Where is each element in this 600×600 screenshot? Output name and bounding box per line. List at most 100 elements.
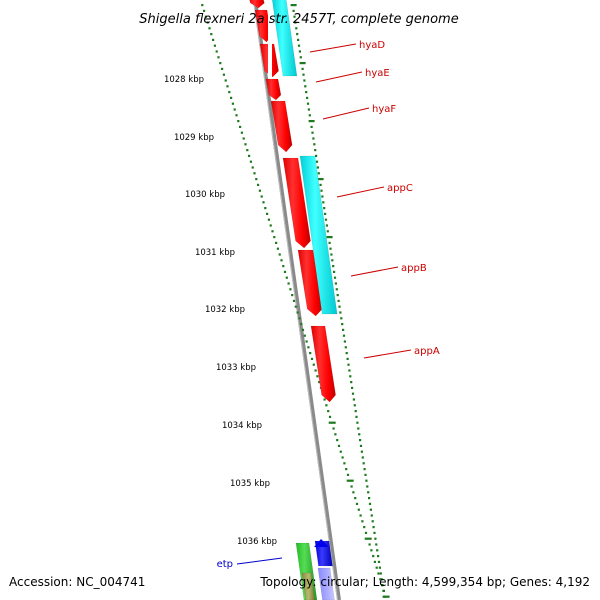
minor-tick bbox=[366, 485, 369, 488]
minor-tick bbox=[337, 444, 341, 447]
minor-tick bbox=[314, 149, 317, 152]
leader-line bbox=[309, 43, 357, 53]
minor-tick bbox=[354, 410, 357, 413]
minor-tick bbox=[341, 456, 344, 459]
minor-tick bbox=[309, 352, 312, 355]
gene-label-hyae: hyaE bbox=[365, 68, 390, 79]
minor-tick bbox=[242, 137, 245, 140]
minor-tick bbox=[208, 27, 211, 30]
minor-tick bbox=[239, 125, 242, 128]
minor-tick bbox=[357, 508, 360, 511]
minor-tick bbox=[317, 172, 320, 175]
minor-tick bbox=[295, 27, 298, 30]
minor-tick bbox=[293, 15, 296, 18]
leader-line bbox=[350, 266, 399, 277]
minor-tick bbox=[260, 195, 263, 198]
minor-tick bbox=[316, 375, 319, 378]
minor-tick bbox=[304, 85, 307, 88]
minor-tick bbox=[282, 265, 285, 268]
scale-label: 1036 kbp bbox=[237, 537, 277, 547]
minor-tick bbox=[201, 4, 204, 7]
minor-tick bbox=[319, 183, 322, 186]
minor-tick bbox=[344, 346, 347, 349]
minor-tick bbox=[333, 276, 337, 279]
minor-tick bbox=[335, 288, 338, 291]
minor-tick bbox=[348, 369, 351, 372]
minor-tick bbox=[353, 404, 356, 407]
minor-tick bbox=[355, 502, 359, 505]
minor-tick bbox=[221, 67, 224, 70]
minor-tick bbox=[331, 259, 334, 262]
minor-tick bbox=[204, 15, 207, 18]
minor-tick bbox=[359, 514, 362, 517]
minor-tick bbox=[368, 543, 371, 546]
minor-tick bbox=[228, 91, 231, 94]
minor-tick bbox=[231, 102, 234, 105]
minor-tick bbox=[314, 369, 317, 372]
minor-tick bbox=[370, 549, 373, 552]
minor-tick bbox=[362, 462, 365, 465]
minor-tick bbox=[367, 491, 370, 494]
minor-tick bbox=[315, 160, 319, 163]
minor-tick bbox=[323, 207, 326, 210]
minor-tick bbox=[318, 381, 321, 384]
map-title: Shigella flexneri 2a str. 2457T, complet… bbox=[139, 12, 458, 27]
genome-backbone bbox=[253, 0, 341, 600]
minor-tick bbox=[337, 299, 340, 302]
minor-tick bbox=[355, 415, 358, 418]
minor-tick bbox=[347, 363, 350, 366]
minor-tick bbox=[379, 578, 382, 581]
minor-tick bbox=[329, 247, 332, 250]
minor-tick bbox=[361, 520, 364, 523]
minor-tick bbox=[376, 549, 379, 552]
minor-tick bbox=[332, 265, 335, 268]
minor-tick bbox=[306, 96, 309, 99]
minor-tick bbox=[325, 224, 328, 227]
minor-tick bbox=[302, 73, 305, 76]
minor-tick bbox=[332, 427, 335, 430]
minor-tick bbox=[294, 305, 297, 308]
gene-arrow-red bbox=[282, 157, 311, 249]
minor-tick bbox=[352, 398, 355, 401]
minor-tick bbox=[377, 572, 380, 575]
minor-tick bbox=[346, 357, 349, 360]
minor-tick bbox=[321, 195, 324, 198]
minor-tick bbox=[352, 491, 355, 494]
minor-tick bbox=[266, 212, 269, 215]
lane-gap bbox=[268, 0, 272, 78]
minor-tick bbox=[296, 33, 299, 36]
minor-tick bbox=[307, 346, 310, 349]
scale-label: 1029 kbp bbox=[174, 133, 214, 143]
minor-tick bbox=[365, 479, 368, 482]
minor-tick bbox=[203, 9, 206, 12]
minor-tick bbox=[364, 473, 367, 476]
minor-tick bbox=[226, 85, 229, 88]
minor-tick bbox=[363, 526, 366, 529]
minor-tick bbox=[346, 473, 350, 476]
genome-summary: Topology: circular; Length: 4,599,354 bp… bbox=[259, 575, 590, 589]
minor-tick bbox=[380, 578, 383, 581]
minor-tick bbox=[307, 108, 310, 111]
minor-tick bbox=[312, 363, 315, 366]
minor-tick bbox=[330, 253, 333, 256]
major-tick bbox=[346, 479, 354, 482]
gene-label-appa: appA bbox=[414, 346, 440, 357]
minor-tick bbox=[301, 67, 304, 70]
minor-tick bbox=[291, 294, 294, 297]
minor-tick bbox=[283, 270, 287, 273]
gene-arrow-red bbox=[310, 325, 336, 403]
minor-tick bbox=[299, 56, 302, 59]
leader-line bbox=[236, 557, 283, 565]
minor-tick bbox=[334, 282, 337, 285]
gene-label-hyad: hyaD bbox=[359, 40, 385, 51]
minor-tick bbox=[336, 439, 339, 442]
minor-tick bbox=[224, 79, 227, 82]
gene-arrow-blue-light bbox=[317, 567, 335, 600]
minor-tick bbox=[296, 311, 299, 314]
minor-tick bbox=[379, 572, 382, 575]
minor-tick bbox=[351, 386, 354, 389]
minor-tick bbox=[324, 218, 328, 221]
minor-tick bbox=[308, 114, 311, 117]
minor-tick bbox=[287, 282, 290, 285]
